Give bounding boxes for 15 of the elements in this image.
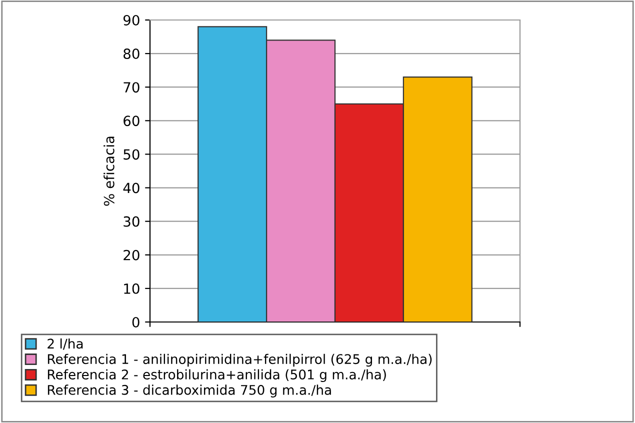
y-tick-label: 30 <box>124 216 140 227</box>
y-tick-label: 40 <box>123 182 140 194</box>
y-tick-label: 0 <box>132 316 140 328</box>
legend-label: 2 l/ha <box>48 338 83 350</box>
legend-label: Referencia 1 - anilinopirimidina+fenilpirrol (625 g m.a./ha) <box>48 354 432 367</box>
legend-label: Referencia 3 - dicarboximida 750 g m.a./ha <box>48 384 331 398</box>
y-tick-label: 20 <box>124 250 140 260</box>
y-tick-label: 80 <box>124 48 140 60</box>
y-tick-label: 60 <box>124 116 140 126</box>
y-axis-title: % eficacia <box>104 136 114 206</box>
y-tick-label: 50 <box>124 149 140 160</box>
y-tick-label: 90 <box>123 14 140 26</box>
y-tick-label: 10 <box>124 283 140 294</box>
y-tick-label: 70 <box>124 82 140 93</box>
legend-label: Referencia 2 - estrobilurina+anilida (501 g m.a./ha) <box>48 369 386 382</box>
